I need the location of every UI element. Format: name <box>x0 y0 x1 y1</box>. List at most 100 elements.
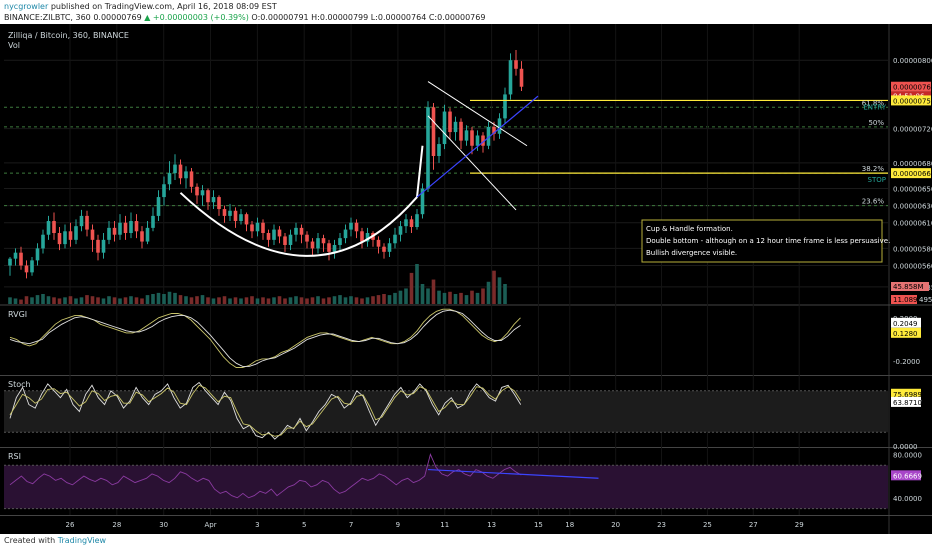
candle-body <box>464 130 469 141</box>
author-link[interactable]: nycgrowler <box>4 2 49 11</box>
candle-body <box>239 214 243 222</box>
footer: Created with TradingView <box>4 536 106 545</box>
candle-body <box>250 224 254 232</box>
candle-body <box>41 234 45 249</box>
volume-bar <box>233 297 238 304</box>
level-tag-label: ENTRY <box>863 103 886 111</box>
candle-body <box>145 227 150 242</box>
candle-body <box>167 173 172 185</box>
volume-bar <box>426 288 430 304</box>
volume-bar <box>96 297 100 304</box>
volume-bar <box>376 295 381 304</box>
candle-body <box>19 252 23 266</box>
candle-body <box>459 121 463 141</box>
volume-bar <box>151 294 155 304</box>
candle-body <box>228 210 232 216</box>
volume-bar <box>288 297 293 304</box>
candle-body <box>266 233 271 240</box>
volume-badge2-bg <box>891 295 917 304</box>
volume-bar <box>101 298 106 304</box>
volume-bar <box>123 297 128 304</box>
candle-body <box>112 227 117 235</box>
candle-body <box>503 94 507 119</box>
candle-body <box>288 234 293 245</box>
candle-body <box>200 190 205 196</box>
time-tick-label: 23 <box>657 521 666 529</box>
candle-body <box>101 239 106 253</box>
price-tick-label: 0.00000580 <box>893 245 932 253</box>
time-tick-label: 27 <box>749 521 758 529</box>
rvgi-badge-bg <box>891 317 921 328</box>
time-tick-label: 26 <box>66 521 75 529</box>
candle-body <box>437 144 441 157</box>
volume-bar <box>90 296 95 304</box>
volume-bar <box>145 295 150 304</box>
volume-bar <box>217 297 221 304</box>
candle-body <box>448 111 452 133</box>
candle-body <box>244 214 249 225</box>
support-trend-line <box>416 95 539 198</box>
candle-body <box>129 221 133 234</box>
time-tick-label: 20 <box>611 521 620 529</box>
candle-body <box>118 222 122 235</box>
volume-bar <box>8 297 12 304</box>
volume-bar <box>173 292 177 304</box>
candle-body <box>365 233 370 242</box>
candle-body <box>134 221 139 232</box>
candle-body <box>57 233 62 245</box>
volume-bar <box>294 296 298 304</box>
volume-bar <box>35 295 40 304</box>
candle-body <box>85 215 89 230</box>
volume-bar <box>200 295 205 304</box>
rvgi-badge: 0.1280 <box>893 330 918 338</box>
volume-badge-bg <box>891 282 929 291</box>
volume-bar <box>404 288 408 304</box>
candle-body <box>343 229 348 239</box>
tradingview-logo[interactable]: TradingView <box>57 536 107 545</box>
price-tick-label: 0.00000650 <box>893 186 932 194</box>
symbol-line: BINANCE:ZILBTC, 360 0.00000769 ▲ +0.0000… <box>4 13 485 22</box>
volume-bar <box>184 296 188 304</box>
fib-level-label: 38.2% <box>862 165 885 173</box>
candle-body <box>508 60 513 95</box>
volume-bar <box>118 298 122 304</box>
candle-body <box>426 107 430 189</box>
drawings: Cup & Handle formation. Double bottom - a… <box>179 81 890 479</box>
volume-bar <box>52 297 56 304</box>
candle-body <box>63 231 67 245</box>
stoch-badge: 63.8710 <box>893 399 922 407</box>
volume-bar <box>321 298 326 304</box>
candle-body <box>332 244 337 252</box>
stoch-series-line <box>9 381 522 440</box>
candle-body <box>354 222 359 232</box>
volume-bar <box>327 297 331 304</box>
candle-body <box>46 221 51 235</box>
volume-bar <box>46 296 51 304</box>
time-tick-label: 5 <box>302 521 306 529</box>
volume-bar <box>222 296 227 304</box>
candle-body <box>151 215 155 228</box>
chart-background <box>0 24 932 534</box>
trading-chart[interactable]: Cup & Handle formation. Double bottom - a… <box>0 24 932 534</box>
volume-bar <box>74 298 78 304</box>
volume-bar <box>448 291 452 304</box>
candle-body <box>470 130 474 146</box>
volume-bar <box>112 297 117 304</box>
candle-body <box>519 68 524 87</box>
rvgi-tick-label: -0.2000 <box>893 358 920 366</box>
volume-bar <box>13 298 18 304</box>
publish-line: nycgrowler published on TradingView.com,… <box>4 2 277 11</box>
volume-badge2: 11.089M <box>893 296 924 304</box>
candle-body <box>420 188 425 215</box>
vol-label: Vol <box>8 41 20 50</box>
volume-bar <box>189 297 194 304</box>
candle-body <box>514 60 518 69</box>
time-tick-label: 18 <box>565 521 574 529</box>
rsi-tick-label: 80.0000 <box>893 451 922 459</box>
volume-bar <box>305 298 309 304</box>
volume-bar <box>431 279 436 304</box>
candle-body <box>409 219 414 228</box>
time-tick-label: 7 <box>349 521 353 529</box>
stoch-badge-bg <box>891 396 921 407</box>
rsi-series-line <box>9 453 522 499</box>
